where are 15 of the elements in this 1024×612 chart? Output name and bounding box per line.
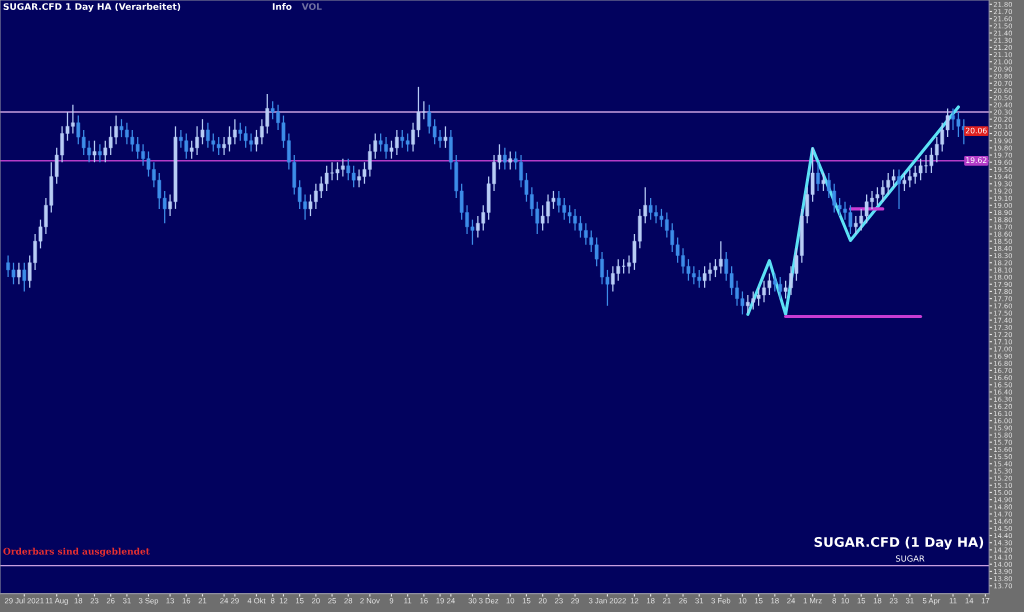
candlestick xyxy=(503,147,507,171)
candlestick xyxy=(98,143,102,163)
candlestick xyxy=(92,140,97,163)
annotation: Orderbars sind ausgeblendet xyxy=(3,547,150,557)
annotation: VOL xyxy=(301,3,322,10)
annotation: Info xyxy=(272,2,292,10)
candlestick xyxy=(17,262,21,285)
annotation: SUGAR.CFD (1 Day HA) xyxy=(814,536,984,550)
line-series xyxy=(746,105,960,316)
candlestick xyxy=(816,161,820,192)
annotation: SUGAR xyxy=(895,555,925,562)
candlestick xyxy=(22,262,27,293)
candlestick xyxy=(897,168,901,210)
candlestick xyxy=(443,125,448,149)
chart-title: SUGAR.CFD 1 Day HA (Verarbeitet) xyxy=(3,2,181,12)
